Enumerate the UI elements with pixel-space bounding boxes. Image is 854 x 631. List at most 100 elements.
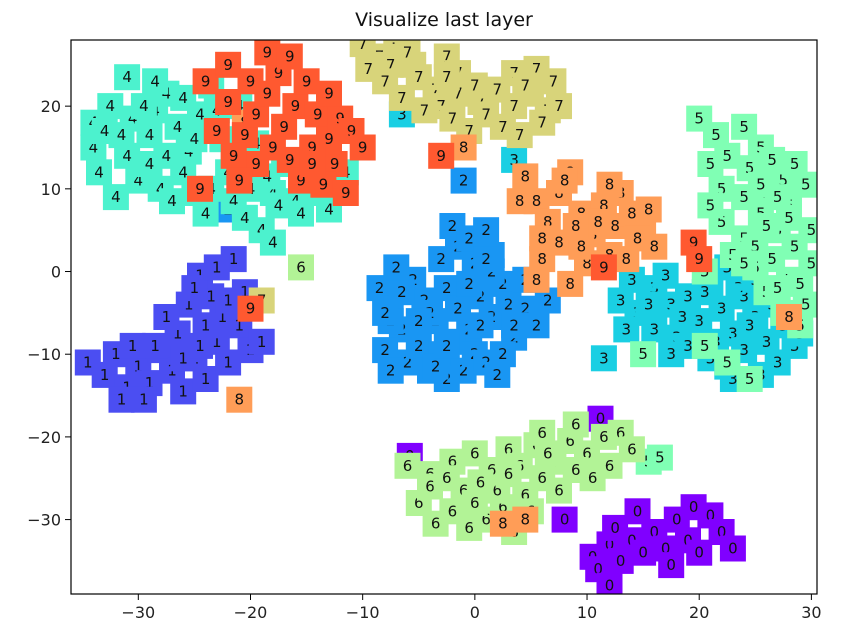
point-label: 5 [767,151,777,169]
chart-title: Visualize last layer [355,9,533,31]
point-label: 9 [279,118,289,136]
point-box [215,349,242,376]
point-label: 8 [577,238,587,256]
point-label: 4 [94,163,104,181]
point-label: 4 [100,122,110,140]
point-label: 7 [481,105,491,123]
point-box [562,411,589,438]
point-digit-1: 1 [130,386,157,413]
point-label: 5 [739,254,749,272]
point-digit-8: 8 [562,213,589,239]
point-digit-7: 7 [512,72,539,99]
point-label: 9 [313,105,323,123]
point-digit-7: 7 [461,72,488,99]
point-label: 6 [296,258,306,276]
point-label: 0 [689,498,699,516]
point-label: 1 [223,292,233,310]
point-label: 3 [397,105,407,123]
point-digit-1: 1 [153,304,180,330]
point-digit-3: 3 [590,345,617,372]
point-digit-4: 4 [102,184,129,211]
point-box [523,312,550,339]
point-label: 0 [616,552,626,570]
y-axis: −30 −20 −10 0 10 20 [27,97,71,530]
point-box [630,341,657,368]
point-label: 2 [380,304,390,322]
point-label: 5 [723,147,733,165]
point-label: 5 [801,176,811,194]
point-digit-5: 5 [798,250,817,277]
point-digit-9: 9 [215,51,242,78]
point-digit-2: 2 [377,357,404,384]
point-box [590,254,617,281]
point-label: 3 [739,287,749,305]
point-box [534,440,561,467]
point-digit-8: 8 [450,134,477,161]
point-label: 4 [111,188,121,206]
point-label: 6 [605,457,615,475]
point-box [192,200,219,227]
point-label: 5 [807,254,817,272]
point-box [686,246,713,273]
point-label: 2 [375,279,385,297]
point-digit-6: 6 [562,411,589,438]
point-label: 9 [291,97,301,115]
point-label: 4 [106,97,116,115]
point-label: 1 [184,296,194,314]
point-label: 8 [599,196,609,214]
point-digit-5: 5 [764,275,791,302]
point-label: 0 [596,410,606,428]
y-tick-label: 20 [41,97,61,116]
point-box [203,118,230,144]
point-box [433,64,460,91]
point-label: 4 [122,68,132,86]
point-digit-6: 6 [534,440,561,467]
point-label: 4 [296,205,306,223]
point-label: 5 [790,155,800,173]
point-label: 5 [767,250,777,268]
point-label: 1 [150,337,160,355]
point-digit-7: 7 [473,101,500,128]
point-digit-9: 9 [299,151,326,177]
point-label: 5 [745,159,755,177]
point-box [747,171,774,198]
point-label: 2 [532,316,542,334]
point-label: 9 [689,234,699,252]
point-label: 0 [593,560,603,578]
point-box [596,171,623,198]
point-digit-4: 4 [97,93,124,120]
point-label: 4 [178,89,188,107]
x-tick-label: −20 [234,603,268,622]
point-box [282,93,309,120]
point-box [142,68,169,95]
point-label: 6 [543,444,553,462]
point-label: 0 [638,544,648,562]
point-box [618,436,645,463]
point-box [658,341,685,368]
point-label: 2 [504,296,514,314]
point-label: 0 [666,556,676,574]
point-digit-8: 8 [551,167,578,194]
point-label: 8 [459,139,469,157]
point-label: 6 [498,498,508,516]
point-digit-9: 9 [332,180,359,206]
point-digit-2: 2 [473,217,500,244]
point-label: 8 [560,172,570,190]
point-box [254,40,281,66]
point-label: 6 [627,440,637,458]
x-axis: −30 −20 −10 0 10 20 30 [121,594,822,622]
point-label: 1 [145,374,155,392]
point-box [226,386,253,413]
point-label: 7 [498,118,508,136]
point-label: 4 [240,209,250,227]
point-box [349,134,376,161]
point-digit-8: 8 [523,266,550,293]
point-label: 6 [403,457,413,475]
point-digit-4: 4 [170,84,197,111]
point-digit-9: 9 [293,68,320,95]
point-box [624,225,651,252]
point-label: 3 [700,283,710,301]
point-box [551,167,578,194]
